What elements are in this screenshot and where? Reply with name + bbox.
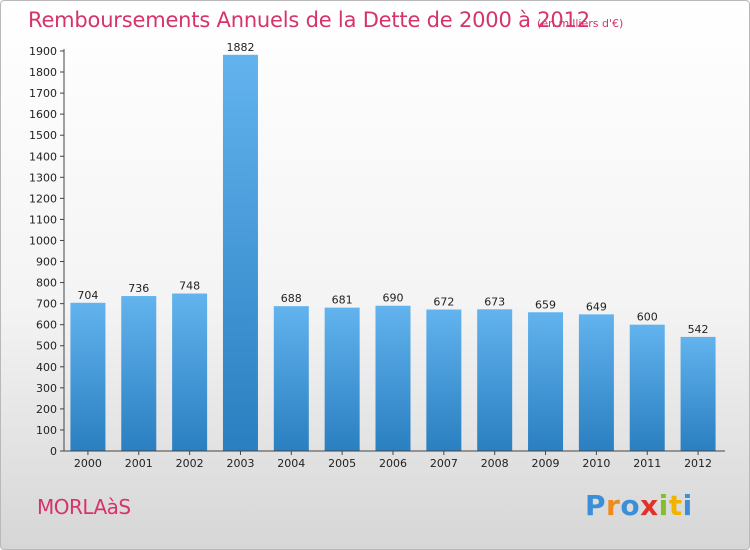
x-tick-label-2012: 2012 bbox=[684, 457, 712, 470]
data-label-2004: 688 bbox=[281, 292, 302, 305]
x-tick-label-2002: 2002 bbox=[176, 457, 204, 470]
logo-letter: t bbox=[668, 489, 683, 522]
y-tick-label: 1800 bbox=[29, 66, 57, 79]
bars: 704 736 748 1882 688 681 690 672 673 659 649 600 542 bbox=[70, 41, 716, 451]
y-tick-label: 800 bbox=[36, 277, 57, 290]
bar-2000 bbox=[70, 302, 106, 451]
x-tick-label-2007: 2007 bbox=[430, 457, 458, 470]
bar-2012 bbox=[680, 336, 716, 451]
y-tick-label: 1000 bbox=[29, 234, 57, 247]
bar-2009 bbox=[528, 312, 564, 451]
data-label-2000: 704 bbox=[77, 289, 98, 302]
y-tick-label: 1900 bbox=[29, 45, 57, 58]
logo-letter: o bbox=[620, 489, 641, 522]
x-tick-label-2008: 2008 bbox=[481, 457, 509, 470]
logo-letter: i bbox=[658, 489, 669, 522]
y-tick-label: 1100 bbox=[29, 213, 57, 226]
data-label-2010: 649 bbox=[586, 300, 607, 313]
data-label-2007: 672 bbox=[433, 296, 454, 309]
bar-2008 bbox=[477, 309, 513, 451]
x-tick-label-2004: 2004 bbox=[277, 457, 305, 470]
bar-2011 bbox=[629, 324, 665, 451]
logo-letter: r bbox=[606, 489, 621, 522]
y-tick-label: 700 bbox=[36, 298, 57, 311]
x-tick-label-2010: 2010 bbox=[582, 457, 610, 470]
y-tick-label: 1200 bbox=[29, 192, 57, 205]
chart-subtitle: (en milliers d'€) bbox=[537, 17, 624, 30]
chart-title: Remboursements Annuels de la Dette de 20… bbox=[28, 8, 590, 32]
bar-2007 bbox=[426, 309, 462, 451]
y-tick-label: 1600 bbox=[29, 108, 57, 121]
proxiti-logo[interactable]: Proxiti bbox=[585, 489, 693, 522]
y-tick-label: 900 bbox=[36, 256, 57, 269]
x-axis: 2000 2001 2002 2003 2004 2005 2006 2007 2008 2009… bbox=[64, 450, 725, 470]
data-label-2012: 542 bbox=[688, 323, 709, 336]
x-tick-label-2006: 2006 bbox=[379, 457, 407, 470]
x-tick-label-2001: 2001 bbox=[125, 457, 153, 470]
y-tick-label: 100 bbox=[36, 424, 57, 437]
logo-letter: P bbox=[585, 489, 607, 522]
x-tick-label-2009: 2009 bbox=[532, 457, 560, 470]
y-tick-label: 1500 bbox=[29, 129, 57, 142]
y-tick-label: 200 bbox=[36, 403, 57, 416]
commune-name: MORLAàS bbox=[37, 495, 131, 519]
logo-letter: x bbox=[640, 489, 659, 522]
data-label-2001: 736 bbox=[128, 282, 149, 295]
bar-2003 bbox=[222, 54, 258, 451]
data-label-2005: 681 bbox=[332, 294, 353, 307]
y-tick-label: 1700 bbox=[29, 87, 57, 100]
y-tick-label: 400 bbox=[36, 361, 57, 374]
data-label-2011: 600 bbox=[637, 311, 658, 324]
y-tick-label: 1400 bbox=[29, 150, 57, 163]
bar-2002 bbox=[172, 293, 208, 451]
y-tick-label: 1300 bbox=[29, 171, 57, 184]
y-tick-label: 300 bbox=[36, 382, 57, 395]
data-label-2008: 673 bbox=[484, 295, 505, 308]
data-label-2002: 748 bbox=[179, 280, 200, 293]
y-tick-label: 600 bbox=[36, 319, 57, 332]
x-tick-label-2011: 2011 bbox=[633, 457, 661, 470]
bar-2006 bbox=[375, 305, 411, 451]
data-label-2003: 1882 bbox=[226, 41, 254, 54]
data-label-2009: 659 bbox=[535, 298, 556, 311]
y-tick-label: 0 bbox=[50, 445, 57, 458]
logo-letter: i bbox=[682, 489, 693, 522]
x-tick-label-2005: 2005 bbox=[328, 457, 356, 470]
y-axis: 0 100 200 300 400 500 600 700 800 900 1000 1100 1200… bbox=[29, 45, 65, 458]
data-label-2006: 690 bbox=[383, 292, 404, 305]
bar-2004 bbox=[273, 306, 309, 451]
bar-2005 bbox=[324, 307, 360, 451]
bar-2010 bbox=[578, 314, 614, 451]
x-tick-label-2000: 2000 bbox=[74, 457, 102, 470]
y-tick-label: 500 bbox=[36, 340, 57, 353]
bar-2001 bbox=[121, 296, 157, 451]
x-tick-label-2003: 2003 bbox=[226, 457, 254, 470]
